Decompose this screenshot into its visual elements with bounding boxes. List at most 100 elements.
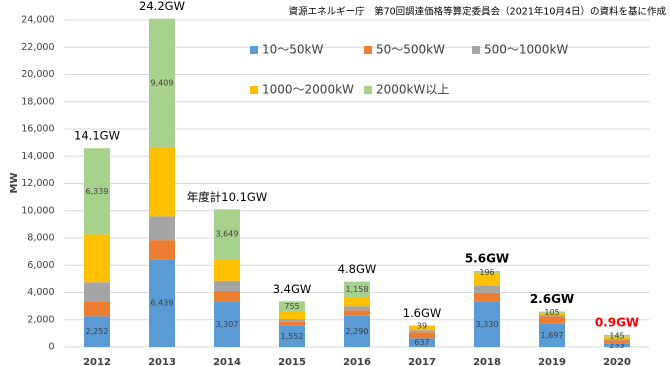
value-label: 196	[479, 268, 494, 277]
bar-segment	[279, 311, 305, 320]
bar-segment	[474, 273, 500, 286]
value-label: 2,252	[86, 327, 109, 336]
x-tick-label: 2019	[538, 357, 566, 366]
x-tick-label: 2013	[148, 357, 176, 366]
value-label: 105	[544, 308, 559, 317]
bar-segment	[84, 316, 110, 347]
y-tick-label: 6,000	[27, 260, 54, 271]
legend-swatch	[250, 46, 258, 54]
bar-segment	[604, 334, 630, 337]
y-axis-label: MW	[9, 173, 20, 194]
bar-segment	[84, 148, 110, 235]
y-tick-label: 20,000	[21, 69, 54, 80]
value-label: 637	[414, 338, 429, 347]
total-label: 2.6GW	[530, 292, 574, 306]
bar-segment	[149, 240, 175, 260]
source-note: 資源エネルギー庁 第70回調達価格等算定委員会（2021年10月4日）の資料を基…	[289, 6, 667, 18]
total-label: 1.6GW	[403, 306, 442, 320]
legend-label: 50〜500kW	[376, 43, 445, 57]
legend-label: 2000kW以上	[376, 83, 449, 97]
x-tick-label: 2014	[213, 357, 241, 366]
value-label: 39	[417, 321, 427, 330]
x-tick-label: 2018	[473, 357, 501, 366]
y-tick-label: 4,000	[27, 287, 54, 298]
value-label: 6,439	[151, 299, 174, 308]
bar-segment	[409, 332, 435, 339]
value-label: 1,552	[281, 332, 304, 341]
bar-segment	[214, 301, 240, 347]
bar-segment	[409, 326, 435, 331]
total-label: 24.2GW	[139, 0, 185, 13]
total-label: 5.6GW	[465, 252, 509, 266]
bar-segment	[149, 259, 175, 347]
bar-segment	[214, 259, 240, 281]
bar-segment	[604, 343, 630, 347]
bar-segment	[344, 306, 370, 311]
bar-segment	[279, 321, 305, 326]
value-label: 145	[609, 331, 624, 340]
bar-segment	[84, 282, 110, 302]
bar-segment	[409, 330, 435, 333]
x-tick-label: 2016	[343, 357, 371, 366]
bar-segment	[279, 319, 305, 322]
value-label: 9,409	[151, 78, 174, 87]
bar-segment	[539, 312, 565, 316]
total-label: 3.4GW	[273, 282, 312, 296]
bar-segment	[539, 316, 565, 324]
legend-label: 500〜1000kW	[484, 43, 568, 57]
value-label: 233	[609, 341, 624, 350]
legend-label: 1000〜2000kW	[262, 83, 354, 97]
value-label: 2,290	[346, 327, 369, 336]
bar-segment	[474, 301, 500, 347]
x-tick-label: 2017	[408, 357, 436, 366]
bar-segment	[149, 18, 175, 147]
y-tick-label: 12,000	[21, 178, 54, 189]
bar-segment	[149, 146, 175, 217]
legend-label: 10〜50kW	[262, 43, 323, 57]
value-label: 3,307	[216, 320, 239, 329]
x-tick-label: 2012	[83, 357, 111, 366]
bar-segment	[539, 315, 565, 317]
bar-segment	[409, 338, 435, 347]
y-tick-label: 18,000	[21, 96, 54, 107]
legend-swatch	[364, 46, 372, 54]
value-label: 3,649	[216, 230, 239, 239]
value-label: 755	[284, 302, 299, 311]
x-tick-label: 2020	[603, 357, 631, 366]
bar-segment	[539, 311, 565, 313]
bar-segment	[84, 301, 110, 317]
bar-segment	[344, 310, 370, 316]
value-label: 3,330	[476, 320, 499, 329]
bar-segment	[409, 325, 435, 327]
bar-segment	[344, 315, 370, 347]
bar-segment	[344, 281, 370, 298]
y-tick-label: 24,000	[21, 15, 54, 26]
bar-segment	[344, 297, 370, 307]
bar-segment	[474, 285, 500, 293]
value-label: 6,339	[86, 187, 109, 196]
legend-swatch	[250, 86, 258, 94]
y-tick-label: 16,000	[21, 124, 54, 135]
y-tick-label: 10,000	[21, 205, 54, 216]
bar-segment	[474, 271, 500, 274]
value-label: 1,697	[541, 331, 564, 340]
bar-segment	[279, 301, 305, 312]
y-tick-label: 2,000	[27, 314, 54, 325]
total-label: 年度計10.1GW	[187, 190, 267, 204]
bar-segment	[474, 292, 500, 302]
value-label: 1,158	[346, 285, 369, 294]
y-tick-label: 0	[48, 342, 54, 353]
bar-segment	[279, 325, 305, 347]
total-label: 0.9GW	[595, 315, 639, 329]
bar-segment	[604, 336, 630, 340]
y-tick-label: 14,000	[21, 151, 54, 162]
bar-segment	[149, 216, 175, 241]
bar-segment	[604, 340, 630, 344]
bar-segment	[604, 339, 630, 341]
bar-segment	[214, 291, 240, 302]
y-tick-label: 22,000	[21, 42, 54, 53]
total-label: 14.1GW	[74, 129, 120, 143]
legend-swatch	[472, 46, 480, 54]
bar-segment	[539, 323, 565, 347]
